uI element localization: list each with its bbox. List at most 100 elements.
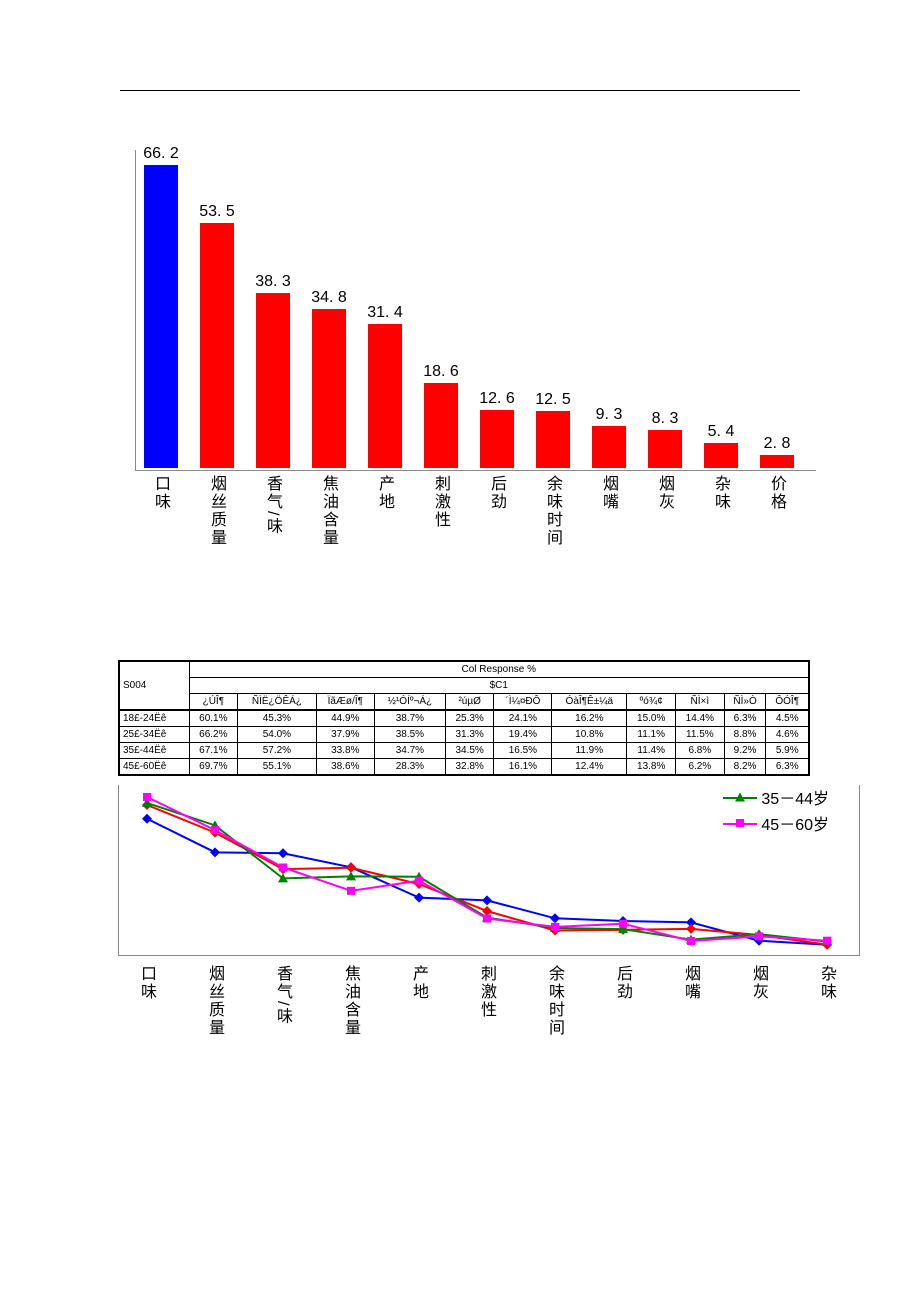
- table-col-head: ÏãÆø/Î¶: [316, 694, 374, 711]
- bar-value: 53. 5: [199, 203, 235, 221]
- bar-xlabel: 价格: [759, 475, 793, 516]
- bar-xlabel: 焦油含量: [311, 475, 345, 552]
- table-cell: 24.1%: [494, 710, 552, 727]
- bar-chart-xlabels: 口味烟丝质量香气/味焦油含量产地刺激性后劲余味时间烟嘴烟灰杂味价格: [135, 475, 815, 565]
- table-cell: 38.6%: [316, 759, 374, 776]
- table-cell: 66.2%: [189, 727, 238, 743]
- bar-value: 8. 3: [652, 410, 679, 428]
- table-cell: 31.3%: [445, 727, 494, 743]
- bar-value: 9. 3: [596, 406, 623, 424]
- line-marker: [550, 913, 560, 923]
- table-cell: 11.5%: [676, 727, 725, 743]
- table-cell: 11.9%: [552, 743, 627, 759]
- table-cell: 10.8%: [552, 727, 627, 743]
- table-col-head: ²úµØ: [445, 694, 494, 711]
- bar-value: 5. 4: [708, 423, 735, 441]
- line-xlabel: 杂味: [811, 965, 841, 1006]
- bar: 12. 5: [536, 391, 570, 470]
- bar-rect: [536, 411, 570, 468]
- line-marker: [414, 893, 424, 903]
- table-row-head: 25£-34Ëê: [119, 727, 189, 743]
- legend-label: 35－44岁: [761, 785, 829, 809]
- line-series: [147, 819, 827, 945]
- table-cell: 44.9%: [316, 710, 374, 727]
- line-xlabel: 烟灰: [743, 965, 773, 1006]
- line-marker: [143, 793, 151, 801]
- line-marker: [415, 877, 423, 885]
- table-col-head: ´Ì¼¤ÐÔ: [494, 694, 552, 711]
- line-marker: [346, 863, 356, 873]
- line-xlabel: 余味时间: [539, 965, 569, 1042]
- line-chart-xlabels: 口味烟丝质量香气/味焦油含量产地刺激性余味时间后劲烟嘴烟灰杂味: [118, 965, 858, 1055]
- line-xlabel: 刺激性: [471, 965, 501, 1024]
- table-header-sub: $C1: [189, 678, 809, 694]
- line-marker: [551, 923, 559, 931]
- bar-rect: [592, 426, 626, 469]
- table-cell: 67.1%: [189, 743, 238, 759]
- bar: 9. 3: [592, 406, 626, 471]
- bar-chart: 66. 253. 538. 334. 831. 418. 612. 612. 5…: [135, 150, 815, 470]
- bar: 53. 5: [200, 203, 234, 470]
- table-row-head: 35£-44Ëê: [119, 743, 189, 759]
- bar: 5. 4: [704, 423, 738, 470]
- bar: 34. 8: [312, 289, 346, 470]
- table-cell: 13.8%: [627, 759, 676, 776]
- bar-rect: [760, 455, 794, 468]
- table-cell: 33.8%: [316, 743, 374, 759]
- table-cell: 54.0%: [238, 727, 316, 743]
- table-cell: 16.5%: [494, 743, 552, 759]
- line-marker: [347, 887, 355, 895]
- table-col-head: ÔÓÎ¶: [766, 694, 809, 711]
- line-marker: [686, 924, 696, 934]
- line-marker: [619, 920, 627, 928]
- table-col-head: ÑÌ»Ò: [724, 694, 766, 711]
- table-cell: 12.4%: [552, 759, 627, 776]
- table-col-head: ¿ÚÎ¶: [189, 694, 238, 711]
- bar-xlabel: 杂味: [703, 475, 737, 516]
- bar: 8. 3: [648, 410, 682, 470]
- line-marker: [755, 932, 763, 940]
- line-xlabel: 产地: [403, 965, 433, 1006]
- bar-value: 31. 4: [367, 304, 403, 322]
- line-marker: [483, 915, 491, 923]
- bar-rect: [480, 410, 514, 468]
- table-cell: 57.2%: [238, 743, 316, 759]
- table-cell: 34.5%: [445, 743, 494, 759]
- table-col-head: ½¹ÓÍº¬Á¿: [374, 694, 445, 711]
- line-marker: [687, 937, 695, 945]
- line-xlabel: 香气/味: [267, 965, 297, 1030]
- bar-rect: [648, 430, 682, 468]
- line-chart-plot: 35－44岁45－60岁: [118, 785, 860, 956]
- table-cell: 34.7%: [374, 743, 445, 759]
- table-cell: 14.4%: [676, 710, 725, 727]
- table-cell: 6.3%: [724, 710, 766, 727]
- bar-value: 18. 6: [423, 363, 459, 381]
- table-col-head: ÓàÎ¶Ê±¼ä: [552, 694, 627, 711]
- bar-rect: [256, 293, 290, 468]
- page: 66. 2 53. 5 38. 3 34. 8 31. 4 18. 6 12. 6 12. 5…: [0, 0, 920, 1302]
- table-cell: 16.2%: [552, 710, 627, 727]
- line-chart: 35－44岁45－60岁: [118, 785, 858, 955]
- bar-rect: [200, 223, 234, 468]
- table-cell: 6.3%: [766, 759, 809, 776]
- line-marker: [823, 937, 831, 945]
- bar: 12. 6: [480, 390, 514, 470]
- table-cell: 9.2%: [724, 743, 766, 759]
- table-cell: 55.1%: [238, 759, 316, 776]
- bar: 38. 3: [256, 273, 290, 470]
- table-cell: 45.3%: [238, 710, 316, 727]
- bar-rect: [144, 165, 178, 468]
- bar-value: 34. 8: [311, 289, 347, 307]
- table-cell: 11.1%: [627, 727, 676, 743]
- bar-xlabel: 烟嘴: [591, 475, 625, 516]
- table-stub: S004: [119, 661, 189, 710]
- bar: 66. 2: [144, 145, 178, 470]
- table-cell: 6.8%: [676, 743, 725, 759]
- bar-value: 12. 5: [535, 391, 571, 409]
- bar-xlabel: 烟丝质量: [199, 475, 233, 552]
- bar-rect: [312, 309, 346, 468]
- table-cell: 4.6%: [766, 727, 809, 743]
- table-cell: 69.7%: [189, 759, 238, 776]
- bar: 2. 8: [760, 435, 794, 470]
- page-rule: [120, 90, 800, 91]
